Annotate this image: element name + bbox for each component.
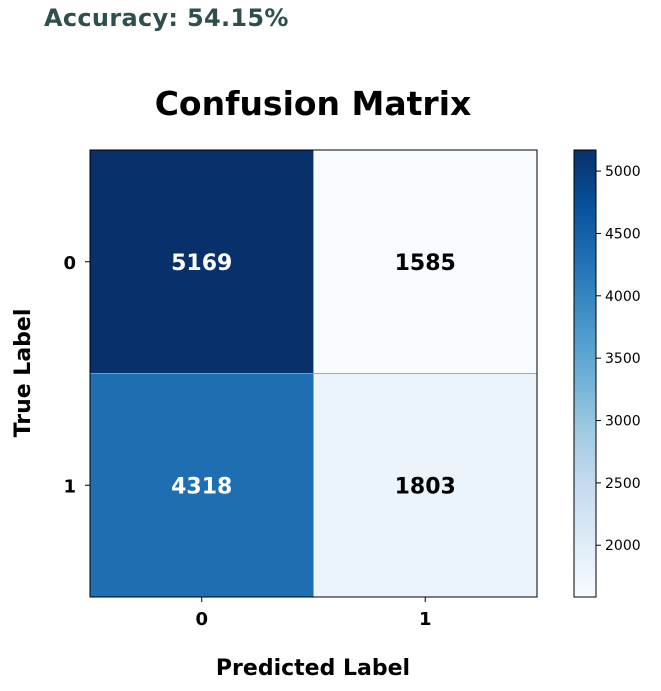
colorbar-tick-label: 4500 bbox=[605, 226, 641, 242]
plot-frame bbox=[89, 149, 538, 598]
x-axis-label: Predicted Label bbox=[216, 656, 410, 681]
y-tick-label: 0 bbox=[63, 253, 76, 274]
colorbar-bar bbox=[573, 149, 597, 598]
colorbar-tick-label: 5000 bbox=[605, 164, 641, 180]
chart-title: Confusion Matrix bbox=[155, 84, 472, 123]
accuracy-label: Accuracy: 54.15% bbox=[44, 4, 289, 32]
cell-value-label: 5169 bbox=[171, 251, 232, 276]
x-tick-label: 1 bbox=[419, 609, 432, 630]
cell-value-label: 4318 bbox=[171, 474, 232, 499]
cell-value-label: 1803 bbox=[395, 474, 456, 499]
cell-value-label: 1585 bbox=[395, 251, 456, 276]
heatmap-cell-r0-c0 bbox=[89, 149, 314, 374]
heatmap-cells bbox=[89, 149, 538, 598]
colorbar: 2000 2500 3000 3500 4000 4500 5000 bbox=[573, 149, 641, 598]
y-tick-label: 1 bbox=[63, 476, 76, 497]
y-axis-label: True Label bbox=[11, 309, 36, 438]
heatmap-cell-labels: 5169 1585 4318 1803 bbox=[171, 251, 456, 500]
x-tick-label: 0 bbox=[195, 609, 208, 630]
heatmap-cell-r1-c0 bbox=[89, 373, 314, 598]
y-axis-ticks: 01 bbox=[63, 253, 90, 497]
colorbar-tick-label: 2000 bbox=[605, 538, 641, 554]
colorbar-tick-label: 2500 bbox=[605, 476, 641, 492]
colorbar-tick-label: 4000 bbox=[605, 289, 641, 305]
heatmap-cell-r1-c1 bbox=[313, 373, 538, 598]
colorbar-tick-label: 3500 bbox=[605, 351, 641, 367]
colorbar-tick-label: 3000 bbox=[605, 414, 641, 430]
